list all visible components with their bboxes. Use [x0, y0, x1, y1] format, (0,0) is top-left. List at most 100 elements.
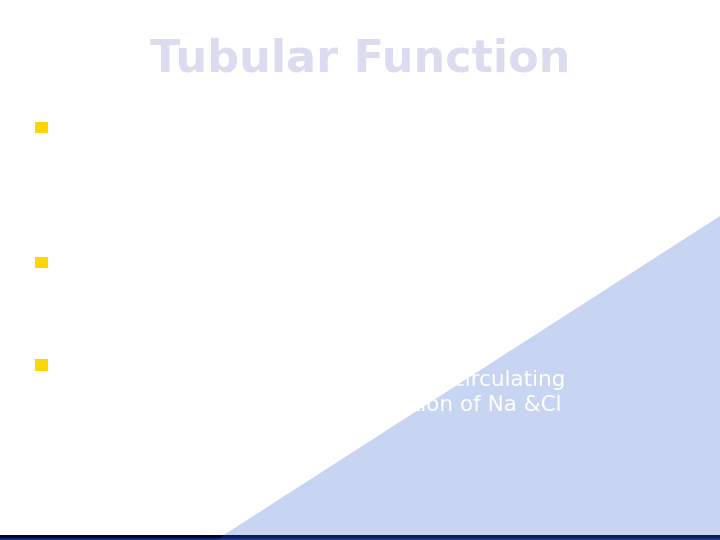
Bar [0, 535, 720, 538]
Bar [0, 535, 720, 538]
Bar [0, 536, 720, 538]
Bar [0, 535, 720, 537]
Bar [0, 536, 720, 539]
Bar [0, 535, 720, 538]
Bar [0, 535, 720, 538]
Bar [0, 536, 720, 539]
Bar [0, 536, 720, 538]
Bar [0, 535, 720, 538]
Bar [0, 536, 720, 538]
Bar [0, 537, 720, 540]
Bar [0, 535, 720, 538]
Text: Aldosterone secretion influenced by circulating
blood volume, plasma concentrati: Aldosterone secretion influenced by circ… [59, 370, 565, 415]
Bar [0, 537, 720, 539]
Bar [0, 537, 720, 539]
Bar [0, 537, 720, 539]
Bar [0, 536, 720, 539]
Bar [0, 536, 720, 539]
Bar [0, 535, 720, 538]
Bar [0, 535, 720, 538]
Bar [0, 536, 720, 538]
Bar [0, 535, 720, 538]
Bar [0, 536, 720, 539]
Bar [0, 537, 720, 540]
Bar [0, 536, 720, 539]
Bar [0, 537, 720, 539]
Bar [0, 536, 720, 538]
Bar [0, 536, 720, 538]
Bar [0, 535, 720, 538]
Bar [0, 536, 720, 539]
Bar [0, 535, 720, 538]
Bar [0, 537, 720, 539]
Bar [0, 537, 720, 539]
Bar [0, 537, 720, 539]
Bar [0, 535, 720, 538]
Bar [0, 537, 720, 540]
Bar [0, 537, 720, 539]
Bar [0, 536, 720, 539]
Bar [0, 535, 720, 538]
Bar [0, 537, 720, 539]
Bar [0, 535, 720, 538]
Bar [0, 536, 720, 539]
Bar [0, 536, 720, 539]
Bar [0, 536, 720, 539]
Bar [0, 535, 720, 538]
Bar [0, 537, 720, 539]
Bar [0, 537, 720, 539]
Bar [0, 537, 720, 539]
Bar [0, 536, 720, 539]
Bar [0, 537, 720, 540]
Bar [0, 536, 720, 539]
Bar [0, 537, 720, 539]
Bar [0, 537, 720, 540]
Bar [0, 537, 720, 539]
Bar [0, 535, 720, 538]
Bar [0, 537, 720, 540]
Bar [0, 537, 720, 539]
Bar [0, 537, 720, 540]
Bar [0, 536, 720, 539]
Bar [0, 536, 720, 538]
Bar [0, 536, 720, 538]
Bar [0, 536, 720, 538]
Bar [0, 537, 720, 540]
Bar [0, 536, 720, 538]
Bar [0, 537, 720, 539]
Bar [0, 537, 720, 540]
Bar [35, 256, 48, 268]
Bar [35, 359, 48, 371]
Bar [0, 535, 720, 537]
Bar [0, 535, 720, 537]
Bar [0, 536, 720, 538]
Bar [0, 536, 720, 539]
Bar [0, 535, 720, 537]
Bar [0, 537, 720, 539]
Bar [0, 536, 720, 538]
Bar [0, 536, 720, 539]
Bar [0, 536, 720, 538]
Bar [0, 536, 720, 539]
Bar [0, 535, 720, 538]
Bar [0, 536, 720, 538]
Bar [0, 537, 720, 539]
Bar [0, 537, 720, 540]
Bar [0, 536, 720, 538]
Bar [0, 535, 720, 537]
Bar [0, 537, 720, 539]
Bar [0, 536, 720, 538]
Bar [0, 536, 720, 538]
Bar [0, 535, 720, 537]
Bar [0, 536, 720, 538]
Bar [0, 536, 720, 539]
Text: Stimulus for ADH secretion: high serum
osmolality, low blood volume: Stimulus for ADH secretion: high serum o… [59, 267, 486, 312]
Bar [0, 537, 720, 540]
Bar [0, 536, 720, 539]
Bar [0, 536, 720, 538]
Bar [0, 537, 720, 539]
Bar [0, 537, 720, 539]
Bar [0, 536, 720, 538]
Bar [0, 537, 720, 539]
Bar [0, 536, 720, 539]
